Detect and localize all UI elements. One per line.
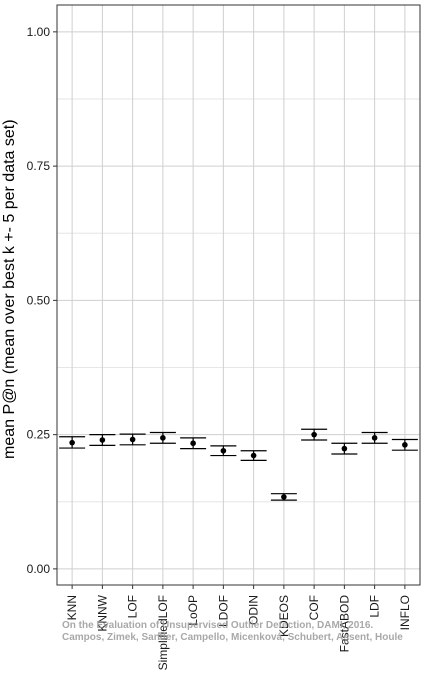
data-point [190, 440, 196, 447]
plot-panel-border [56, 4, 421, 586]
y-tick-label: 0.25 [27, 428, 51, 442]
data-point [311, 431, 317, 438]
watermark-line-2: Campos, Zimek, Sander, Campello, Micenko… [62, 632, 403, 643]
x-tick-label: FastABOD [337, 595, 351, 653]
x-tick-label: SimplifiedLOF [156, 595, 170, 670]
minor-gridlines [57, 98, 420, 503]
data-point [220, 447, 227, 454]
data-point [371, 435, 378, 441]
x-tick-label: INFLO [398, 595, 412, 630]
data-point [99, 437, 106, 443]
y-axis-title: mean P@n (mean over best k +- 5 per data… [1, 119, 18, 459]
x-tick-label: COF [307, 595, 321, 620]
x-tick-label: LDF [368, 595, 382, 618]
x-tick-label: KNN [65, 595, 79, 620]
x-axis-ticks: KNN KNNW LOF SimplifiedLOF LoOP LDOF ODIN KDEOS… [65, 585, 412, 670]
data-point [341, 445, 348, 452]
x-tick-label: ODIN [247, 595, 261, 625]
y-tick-label: 0.75 [27, 159, 51, 173]
data-point [160, 435, 166, 441]
data-points [69, 431, 408, 500]
data-point [69, 439, 75, 446]
major-gridlines [57, 5, 420, 585]
y-tick-label: 0.00 [27, 562, 51, 576]
x-tick-label: KDEOS [277, 595, 291, 637]
x-tick-label: KNNW [95, 594, 109, 631]
data-point [250, 452, 257, 459]
watermark-line-1: On the Evaluation of Unsupervised Outlie… [62, 620, 374, 631]
watermark: On the Evaluation of Unsupervised Outlie… [62, 620, 422, 644]
y-tick-label: 1.00 [27, 25, 51, 39]
x-tick-label: LOF [126, 595, 140, 618]
x-tick-label: LDOF [216, 595, 230, 627]
data-point [129, 436, 136, 443]
error-bars [59, 428, 418, 501]
x-tick-label: LoOP [186, 595, 200, 626]
data-point [402, 442, 408, 448]
y-tick-label: 0.50 [27, 293, 51, 307]
data-point [281, 494, 287, 500]
y-axis-ticks: 0.00 0.25 0.50 0.75 1.00 [27, 25, 57, 576]
